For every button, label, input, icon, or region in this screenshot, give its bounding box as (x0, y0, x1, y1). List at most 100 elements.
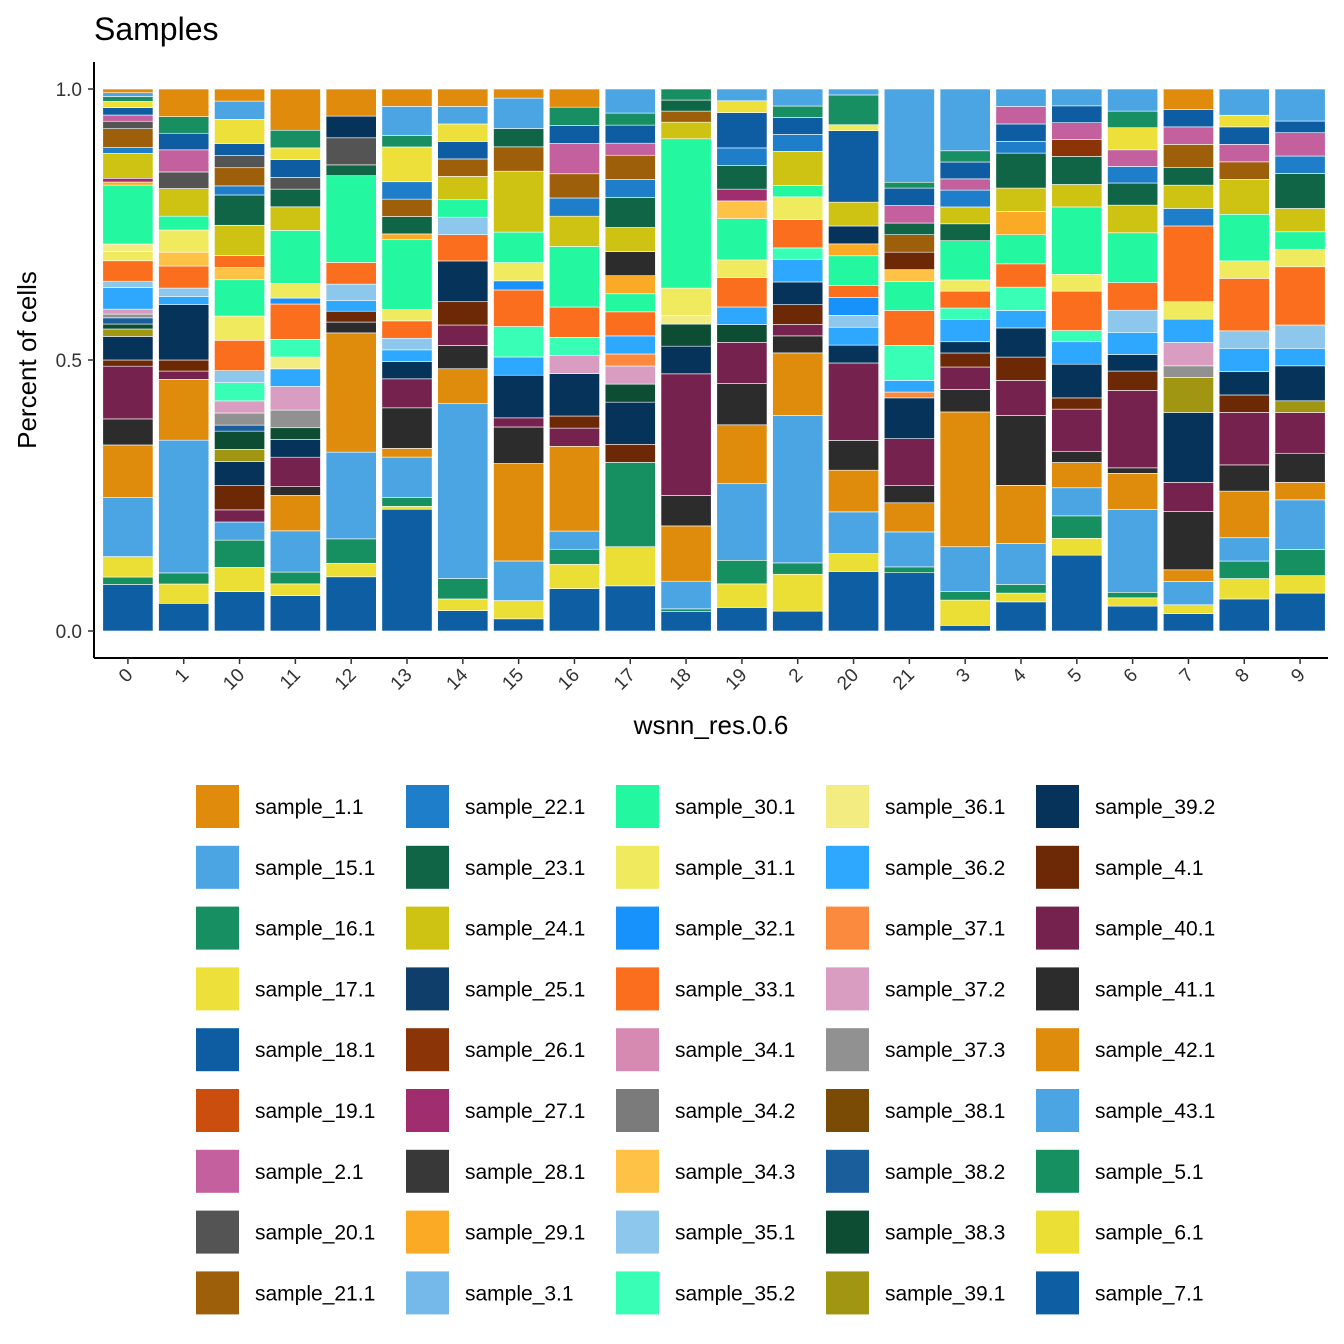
x-tick-label: 15 (498, 665, 528, 695)
legend-label: sample_38.1 (885, 1100, 1005, 1123)
bar-segment-12-sample_41.1 (325, 321, 377, 334)
bar-segment-2-sample_30.1 (772, 185, 824, 198)
bar-segment-11-sample_40.1 (269, 456, 321, 487)
bar-segment-0-sample_41.1 (102, 418, 154, 446)
x-tick-label: 9 (1287, 665, 1309, 687)
x-tick-label: 17 (610, 665, 640, 695)
bar-segment-17-sample_36.2 (604, 335, 656, 355)
bar-segment-9-sample_5.1 (1274, 549, 1326, 576)
legend-label: sample_42.1 (1095, 1039, 1215, 1062)
bar-segment-11-sample_17.1 (269, 147, 321, 160)
bar-segment-6-sample_30.1 (1107, 232, 1159, 283)
bar-segment-14-sample_6.1 (437, 598, 489, 611)
legend-swatch (616, 1210, 659, 1254)
bar-segment-11-sample_32.1 (269, 297, 321, 305)
legend-label: sample_40.1 (1095, 918, 1215, 941)
bar-segment-13-sample_40.1 (381, 378, 433, 409)
bar-segment-9-sample_7.1 (1274, 592, 1326, 632)
bar-segment-10-sample_39.2 (214, 461, 265, 486)
x-tick-label: 0 (115, 665, 137, 687)
bar-segment-10-sample_4.1 (214, 485, 265, 511)
bar-segment-7-sample_6.1 (1163, 604, 1214, 614)
bar-segment-13-sample_1.1 (381, 88, 433, 107)
bar-segment-2-sample_35.2 (772, 247, 824, 260)
bar-segment-16-sample_18.1 (549, 125, 600, 144)
bar-segment-16-sample_43.1 (549, 530, 600, 550)
legend-swatch (406, 1028, 449, 1072)
legend-label: sample_1.1 (255, 796, 364, 819)
bar-segment-11-sample_1.1 (269, 88, 321, 131)
bar-segment-20-sample_30.1 (828, 255, 879, 286)
bar-segment-12-sample_4.1 (325, 310, 377, 323)
bar-segment-1-sample_30.1 (158, 215, 210, 231)
legend-label: sample_41.1 (1095, 978, 1215, 1001)
bar-segment-14-sample_40.1 (437, 324, 489, 346)
bar-segment-19-sample_34.3 (716, 200, 768, 219)
legend-swatch (616, 785, 659, 828)
bar-segment-4-sample_24.1 (995, 187, 1047, 212)
bar-segment-5-sample_40.1 (1051, 408, 1103, 452)
bar-segment-21-sample_21.1 (883, 234, 935, 253)
x-tick-label: 2 (785, 665, 807, 687)
legend-label: sample_35.1 (675, 1222, 795, 1245)
bar-segment-10-sample_38.2 (214, 424, 265, 432)
bar-segment-7-sample_23.1 (1163, 167, 1214, 186)
bar-segment-21-sample_2.1 (883, 205, 935, 224)
legend-swatch (1036, 906, 1079, 950)
bar-segment-16-sample_39.2 (549, 373, 600, 417)
bar-segment-7-sample_18.1 (1163, 109, 1214, 128)
bar-segment-12-sample_7.1 (325, 576, 377, 632)
legend-swatch (196, 1089, 239, 1132)
legend-swatch (196, 967, 239, 1011)
bar-segment-13-sample_21.1 (381, 198, 433, 217)
bar-segment-13-sample_43.1 (381, 456, 433, 498)
bar-segment-10-sample_43.1 (214, 521, 265, 541)
bar-segment-21-sample_41.1 (883, 484, 935, 504)
y-tick-label: 1.0 (56, 80, 82, 101)
bar-segment-5-sample_35.2 (1051, 330, 1103, 343)
bar-segment-17-sample_24.1 (604, 227, 656, 252)
legend-label: sample_4.1 (1095, 857, 1204, 880)
bar-segment-15-sample_40.1 (493, 417, 545, 428)
bar-segment-6-sample_15.1 (1107, 88, 1159, 112)
legend-label: sample_38.3 (885, 1222, 1005, 1245)
bar-segment-14-sample_42.1 (437, 368, 489, 405)
bar-segment-10-sample_35.2 (214, 382, 265, 402)
x-tick-label: 5 (1064, 665, 1086, 687)
bar-segment-8-sample_2.1 (1218, 144, 1270, 163)
bars-group (102, 88, 1326, 632)
bar-segment-8-sample_41.1 (1218, 464, 1270, 492)
legend-swatch (406, 845, 449, 889)
bar-segment-0-sample_37.2 (102, 308, 154, 315)
bar-segment-0-sample_27.1 (102, 178, 154, 183)
x-tick-label: 4 (1008, 664, 1031, 687)
bar-segment-8-sample_33.1 (1218, 278, 1270, 332)
legend-label: sample_17.1 (255, 978, 375, 1001)
legend-swatch (406, 1149, 449, 1193)
bar-segment-7-sample_36.2 (1163, 318, 1214, 343)
bar-segment-18-sample_31.1 (660, 287, 712, 317)
bar-segment-4-sample_42.1 (995, 484, 1047, 544)
bar-segment-8-sample_39.2 (1218, 371, 1270, 396)
bar-segment-16-sample_40.1 (549, 427, 600, 447)
bar-segment-0-sample_38.3 (102, 323, 154, 330)
bar-segment-18-sample_23.1 (660, 99, 712, 112)
bar-segment-1-sample_31.1 (158, 229, 210, 253)
bar-segment-21-sample_40.1 (883, 438, 935, 486)
bar-segment-9-sample_40.1 (1274, 412, 1326, 454)
y-ticks: 0.0 0.5 1.0 (56, 80, 94, 643)
bar-segment-6-sample_5.1 (1107, 591, 1159, 599)
legend-swatch (196, 845, 239, 889)
legend-label: sample_21.1 (255, 1282, 375, 1305)
legend-label: sample_18.1 (255, 1039, 375, 1062)
bar-segment-6-sample_36.2 (1107, 332, 1159, 355)
bar-segment-11-sample_5.1 (269, 571, 321, 585)
bar-segment-16-sample_33.1 (549, 306, 600, 338)
legend-swatch (196, 1210, 239, 1254)
bar-segment-3-sample_41.1 (939, 389, 991, 413)
bar-segment-20-sample_42.1 (828, 469, 879, 513)
bar-segment-7-sample_37.2 (1163, 342, 1214, 367)
bar-segment-9-sample_6.1 (1274, 575, 1326, 594)
legend-swatch (196, 1149, 239, 1193)
bar-segment-3-sample_43.1 (939, 88, 991, 152)
